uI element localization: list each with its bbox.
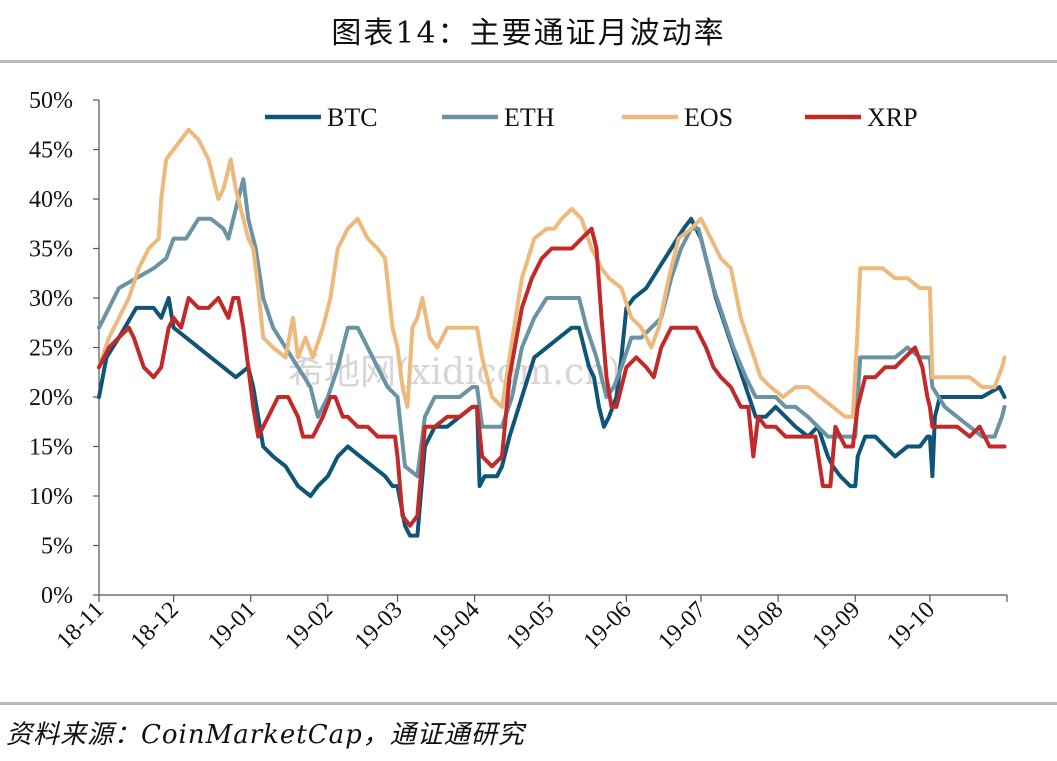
chart-legend: BTC ETH EOS XRP — [265, 103, 918, 132]
y-tick-label: 40% — [29, 187, 73, 213]
series-line-eos — [97, 127, 1007, 419]
legend-label-eos: EOS — [684, 103, 733, 132]
x-tick-label: 19-05 — [502, 597, 560, 655]
y-tick-label: 30% — [29, 286, 73, 312]
y-tick-label: 5% — [41, 534, 73, 560]
y-tick-label: 35% — [29, 237, 73, 263]
x-tick-label: 19-04 — [427, 597, 485, 655]
x-tick-label: 19-07 — [653, 597, 711, 655]
legend-label-xrp: XRP — [867, 103, 918, 132]
y-tick-label: 25% — [29, 336, 73, 362]
bottom-rule — [0, 702, 1057, 705]
watermark-text: 希地网(xidicom.cn) — [288, 352, 621, 393]
chart-series-lines — [97, 127, 1007, 538]
series-line-btc — [97, 216, 1007, 538]
x-tick-label: 19-09 — [808, 597, 866, 655]
x-tick-label: 19-10 — [882, 597, 940, 655]
x-tick-label: 19-03 — [350, 597, 408, 655]
x-tick-label: 19-06 — [579, 597, 637, 655]
legend-label-btc: BTC — [327, 103, 378, 132]
source-note: 资料来源：CoinMarketCap，通证通研究 — [6, 720, 525, 750]
top-rule — [0, 60, 1057, 63]
y-tick-label: 0% — [41, 583, 73, 609]
series-line-eth — [97, 177, 1007, 479]
y-tick-label: 50% — [29, 88, 73, 114]
x-tick-label: 19-02 — [280, 597, 338, 655]
y-tick-label: 20% — [29, 385, 73, 411]
chart-title: 图表14：主要通证月波动率 — [331, 16, 726, 51]
legend-label-eth: ETH — [504, 103, 555, 132]
y-tick-label: 10% — [29, 484, 73, 510]
x-tick-label: 18-12 — [126, 597, 184, 655]
x-tick-label: 19-08 — [730, 597, 788, 655]
y-tick-label: 45% — [29, 138, 73, 164]
volatility-line-chart: 希地网(xidicom.cn) 0% 5% 10% 15% 20% 25% 30% 35% 40… — [29, 88, 1008, 655]
y-tick-label: 15% — [29, 435, 73, 461]
x-tick-label: 19-01 — [203, 597, 261, 655]
series-line-xrp — [97, 226, 1007, 528]
